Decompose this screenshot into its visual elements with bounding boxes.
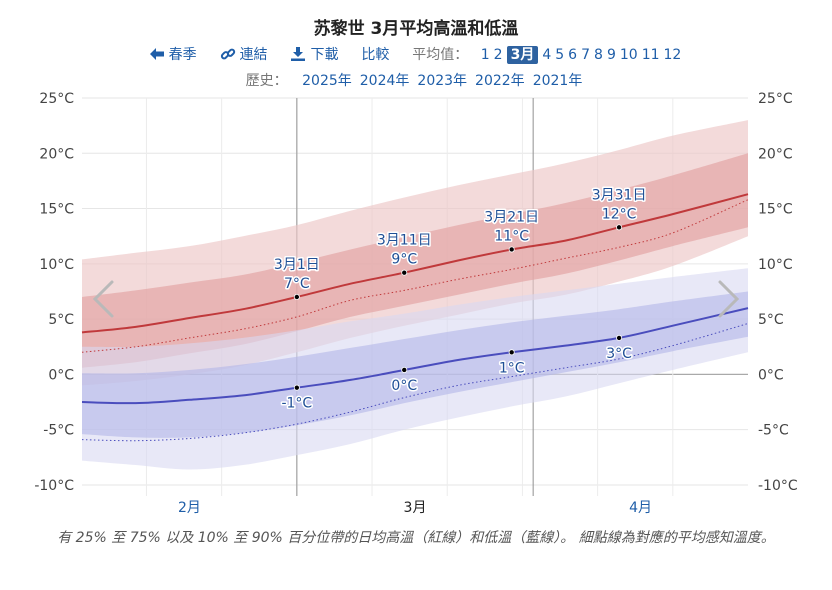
history-year-link[interactable]: 2023年	[417, 73, 468, 89]
x-month-label[interactable]: 2月	[178, 500, 201, 516]
month-link-7[interactable]: 7	[581, 47, 591, 63]
annotation-date: 3月1日	[274, 257, 320, 273]
low-feels-like-line	[81, 323, 749, 442]
download-icon	[291, 47, 306, 61]
y-tick-label-left: 20°C	[39, 146, 74, 162]
percentile-bands	[82, 120, 748, 470]
month-link-10[interactable]: 10	[619, 47, 638, 63]
month-selector: 1 2 3月 4 5 6 7 8 9 10 11 12	[479, 46, 684, 64]
annotation-low-value: 0°C	[391, 378, 417, 394]
chart-title: 苏黎世 3月平均高溫和低溫	[313, 19, 519, 39]
percentile-band-high	[82, 153, 748, 368]
month-link-6[interactable]: 6	[568, 47, 578, 63]
high-point	[401, 269, 408, 276]
annotation-low-value: 1°C	[499, 360, 525, 376]
y-tick-label-right: 15°C	[758, 202, 793, 218]
annotation-date: 3月31日	[592, 187, 647, 203]
download-button[interactable]: 下載	[290, 47, 342, 63]
y-tick-label-right: -10°C	[758, 478, 798, 494]
y-tick-label-left: -5°C	[43, 423, 74, 439]
y-tick-label-right: 0°C	[758, 367, 784, 383]
y-tick-label-left: -10°C	[34, 478, 74, 494]
back-season-link[interactable]: 春季	[149, 47, 201, 63]
history-row: 歷史： 2025年 2024年 2023年 2022年 2021年	[0, 70, 832, 90]
y-tick-label-left: 10°C	[39, 257, 74, 273]
annotation-high-value: 7°C	[284, 276, 310, 292]
annotation-low-value: -1°C	[281, 396, 312, 412]
month-link-8[interactable]: 8	[594, 47, 603, 63]
history-year-link[interactable]: 2025年	[302, 73, 352, 89]
y-tick-label-left: 25°C	[39, 91, 74, 107]
low-point	[293, 384, 300, 391]
high-point	[293, 293, 300, 300]
y-tick-label-right: -5°C	[758, 423, 789, 439]
high-feels-like-line	[81, 199, 749, 353]
annotation-date: 3月11日	[377, 233, 432, 249]
month-link-12[interactable]: 12	[663, 47, 682, 63]
chevron-left-icon[interactable]	[92, 280, 114, 318]
history-year-link[interactable]: 2021年	[532, 73, 583, 89]
y-tick-label-right: 5°C	[758, 312, 784, 328]
axes: -10°C -10°C -5°C -5°C 0°C 0°C 5°C 5°C 10°C 10°C 15…	[34, 91, 798, 516]
history-years: 2025年 2024年 2023年 2022年 2021年	[298, 73, 586, 89]
link-button[interactable]: 連結	[220, 47, 272, 63]
low-point	[401, 366, 408, 373]
annotation-high-value: 9°C	[391, 252, 417, 268]
link-icon	[220, 48, 235, 60]
annotations: 3月1日 7°C -1°C 3月11日 9°C 0°C 3月21日 11°C 1°C 3月31日 1…	[272, 186, 648, 413]
nav-row: 春季 連結 下載 比較 平均值： 1 2 3月 4 5 6 7 8 9 10 11 12	[0, 44, 832, 64]
percentile-band-low	[82, 291, 748, 438]
annotation-low-value: 3°C	[606, 346, 632, 362]
x-month-label[interactable]: 4月	[629, 500, 652, 516]
compare-link[interactable]: 比較	[361, 47, 390, 63]
month-link-9[interactable]: 9	[606, 47, 616, 63]
high-point	[508, 246, 515, 253]
low-point	[616, 334, 623, 341]
y-tick-label-left: 5°C	[48, 312, 74, 328]
x-month-label: 3月	[404, 500, 427, 516]
y-tick-label-right: 20°C	[758, 146, 793, 162]
low-point	[508, 349, 515, 356]
chevron-right-icon[interactable]	[718, 280, 740, 318]
history-label: 歷史：	[245, 73, 288, 89]
annotation-high-value: 11°C	[494, 228, 529, 244]
arrow-left-icon	[149, 48, 164, 60]
month-link-2[interactable]: 2	[493, 47, 503, 63]
history-year-link[interactable]: 2022年	[475, 73, 525, 89]
month-link-3[interactable]: 3月	[506, 46, 539, 64]
chart-nav-arrows	[92, 280, 740, 318]
history-year-link[interactable]: 2024年	[359, 73, 410, 89]
high-point	[616, 224, 623, 231]
month-link-1[interactable]: 1	[480, 47, 490, 63]
temperature-chart: -10°C -10°C -5°C -5°C 0°C 0°C 5°C 5°C 10°C 10°C 15…	[34, 91, 798, 516]
download-label: 下載	[310, 47, 339, 63]
annotation-date: 3月21日	[484, 209, 539, 225]
y-tick-label-left: 0°C	[48, 367, 74, 383]
month-link-4[interactable]: 4	[542, 47, 552, 63]
average-label: 平均值：	[412, 47, 469, 63]
month-link-5[interactable]: 5	[555, 47, 565, 63]
annotation-high-value: 12°C	[602, 206, 637, 222]
y-tick-label-left: 15°C	[39, 202, 74, 218]
link-label: 連結	[239, 47, 268, 63]
month-link-11[interactable]: 11	[641, 47, 660, 63]
chart-caption: 有 25% 至 75% 以及 10% 至 90% 百分位帶的日均高溫（紅線）和低…	[57, 530, 775, 546]
y-tick-label-right: 10°C	[758, 257, 793, 273]
back-season-label: 春季	[168, 47, 197, 63]
y-tick-label-right: 25°C	[758, 91, 793, 107]
